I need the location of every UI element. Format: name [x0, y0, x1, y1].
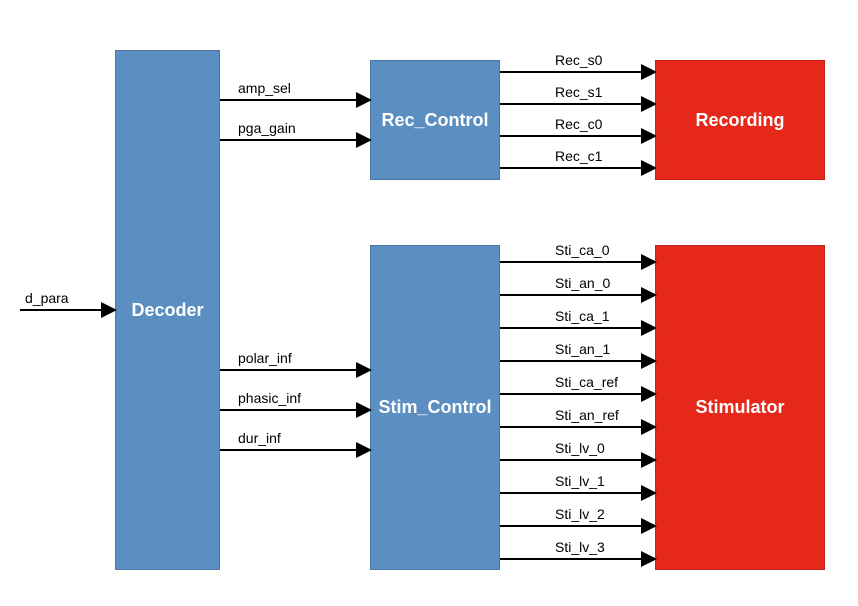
rec-control-label: Rec_Control: [381, 110, 488, 131]
signal-label-sti_ca_ref: Sti_ca_ref: [555, 374, 618, 390]
rec-control-block: Rec_Control: [370, 60, 500, 180]
stim-control-block: Stim_Control: [370, 245, 500, 570]
stimulator-block: Stimulator: [655, 245, 825, 570]
signal-label-sti_an_0: Sti_an_0: [555, 275, 610, 291]
signal-label-sti_lv_2: Sti_lv_2: [555, 506, 605, 522]
recording-label: Recording: [695, 110, 784, 131]
recording-block: Recording: [655, 60, 825, 180]
stim-control-label: Stim_Control: [378, 397, 491, 418]
signal-label-rec_s0: Rec_s0: [555, 52, 602, 68]
signal-label-rec_c0: Rec_c0: [555, 116, 602, 132]
signal-label-polar_inf: polar_inf: [238, 350, 292, 366]
signal-label-d_para: d_para: [25, 290, 69, 306]
signal-label-rec_s1: Rec_s1: [555, 84, 602, 100]
signal-label-sti_lv_1: Sti_lv_1: [555, 473, 605, 489]
signal-label-sti_ca_0: Sti_ca_0: [555, 242, 609, 258]
signal-label-sti_lv_3: Sti_lv_3: [555, 539, 605, 555]
signal-label-sti_lv_0: Sti_lv_0: [555, 440, 605, 456]
signal-label-amp_sel: amp_sel: [238, 80, 291, 96]
signal-label-phasic_inf: phasic_inf: [238, 390, 301, 406]
signal-label-sti_an_1: Sti_an_1: [555, 341, 610, 357]
decoder-block: Decoder: [115, 50, 220, 570]
decoder-label: Decoder: [131, 300, 203, 321]
signal-label-dur_inf: dur_inf: [238, 430, 281, 446]
block-diagram: Decoder Rec_Control Stim_Control Recordi…: [0, 0, 858, 606]
stimulator-label: Stimulator: [695, 397, 784, 418]
signal-label-rec_c1: Rec_c1: [555, 148, 602, 164]
signal-label-pga_gain: pga_gain: [238, 120, 296, 136]
signal-label-sti_ca_1: Sti_ca_1: [555, 308, 609, 324]
signal-label-sti_an_ref: Sti_an_ref: [555, 407, 619, 423]
